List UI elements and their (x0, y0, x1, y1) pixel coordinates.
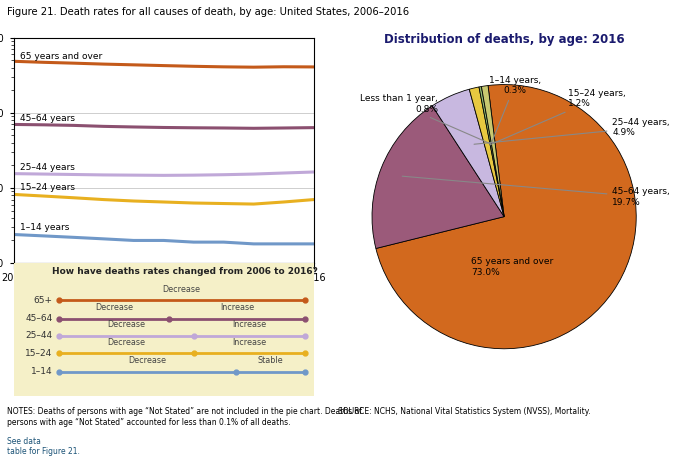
Text: 45–64 years: 45–64 years (20, 114, 74, 123)
Text: Decrease: Decrease (107, 338, 145, 347)
Wedge shape (481, 86, 504, 217)
Title: Distribution of deaths, by age: 2016: Distribution of deaths, by age: 2016 (384, 33, 625, 46)
Text: Figure 21. Death rates for all causes of death, by age: United States, 2006–2016: Figure 21. Death rates for all causes of… (7, 7, 409, 17)
Wedge shape (376, 85, 636, 349)
Text: Less than 1 year,
0.8%: Less than 1 year, 0.8% (360, 94, 491, 144)
Text: 45–64 years,
19.7%: 45–64 years, 19.7% (402, 176, 670, 207)
Text: Increase: Increase (233, 320, 266, 329)
Text: Increase: Increase (220, 303, 254, 312)
Text: 15–24: 15–24 (25, 349, 53, 357)
Wedge shape (432, 89, 504, 217)
Text: Decrease: Decrease (128, 356, 166, 365)
Text: 15–24 years: 15–24 years (20, 183, 74, 192)
Text: How have deaths rates changed from 2006 to 2016?: How have deaths rates changed from 2006 … (52, 267, 318, 276)
Wedge shape (469, 87, 504, 217)
Text: 45–64: 45–64 (25, 314, 53, 323)
Text: 1–14 years,
0.3%: 1–14 years, 0.3% (489, 76, 541, 143)
Text: 25–44 years,
4.9%: 25–44 years, 4.9% (474, 118, 670, 144)
Text: 65 years and over
73.0%: 65 years and over 73.0% (471, 257, 554, 276)
Text: Decrease: Decrease (107, 320, 145, 329)
Text: 65+: 65+ (34, 296, 53, 305)
Text: Decrease: Decrease (95, 303, 133, 312)
Text: Stable: Stable (258, 356, 283, 365)
Text: See data
table for Figure 21.: See data table for Figure 21. (7, 437, 80, 456)
Text: 25–44 years: 25–44 years (20, 162, 74, 171)
Text: Decrease: Decrease (163, 284, 201, 293)
Text: 1–14 years: 1–14 years (20, 223, 69, 232)
Text: Increase: Increase (233, 338, 266, 347)
Text: SOURCE: NCHS, National Vital Statistics System (NVSS), Mortality.: SOURCE: NCHS, National Vital Statistics … (338, 407, 591, 416)
Text: 1–14: 1–14 (31, 367, 53, 376)
Text: NOTES: Deaths of persons with age “Not Stated” are not included in the pie chart: NOTES: Deaths of persons with age “Not S… (7, 407, 362, 427)
Wedge shape (479, 87, 504, 217)
Text: 25–44: 25–44 (26, 332, 53, 341)
Wedge shape (372, 106, 504, 249)
Text: 15–24 years,
1.2%: 15–24 years, 1.2% (489, 89, 625, 145)
Text: 65 years and over: 65 years and over (20, 52, 102, 61)
